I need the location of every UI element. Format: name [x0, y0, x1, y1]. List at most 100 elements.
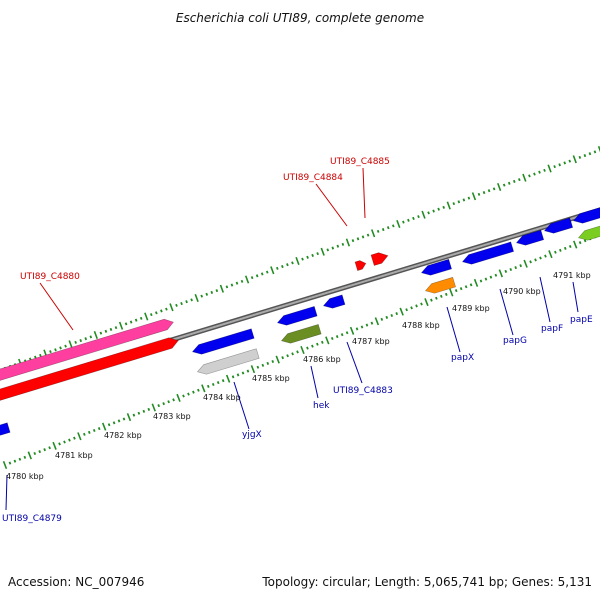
- minor-tick: [74, 340, 77, 344]
- scale-label: 4789 kbp: [452, 304, 490, 313]
- gene-hek-blue[interactable]: [276, 306, 318, 327]
- minor-tick: [175, 303, 178, 307]
- minor-tick: [260, 272, 264, 276]
- minor-tick: [205, 292, 209, 296]
- minor-tick: [558, 163, 561, 167]
- gene-UTI89_C4880-pink[interactable]: [0, 317, 175, 383]
- gene-hek-olive[interactable]: [280, 324, 322, 345]
- gene-papE[interactable]: [543, 217, 574, 236]
- gene-UTI89_C4884[interactable]: [354, 259, 367, 271]
- major-tick: [446, 201, 451, 210]
- minor-tick: [182, 394, 185, 398]
- minor-tick: [221, 379, 225, 383]
- minor-tick: [477, 192, 481, 196]
- gene-label-UTI89_C4884[interactable]: UTI89_C4884: [283, 173, 343, 183]
- gene-label-papF[interactable]: papF: [541, 324, 563, 334]
- minor-tick: [464, 285, 468, 289]
- gene-papD-blue[interactable]: [572, 205, 600, 225]
- minor-tick: [139, 316, 143, 320]
- gene-label-papG[interactable]: papG: [503, 336, 527, 346]
- major-tick: [597, 145, 600, 153]
- gene-yjgX-grey[interactable]: [196, 348, 260, 377]
- gene-UTI89_C4880-red[interactable]: [0, 335, 180, 403]
- gene-papF[interactable]: [515, 229, 545, 247]
- gene-UTI89_C4879[interactable]: [0, 422, 11, 438]
- minor-tick: [200, 294, 204, 298]
- gene-label-UTI89_C4885[interactable]: UTI89_C4885: [330, 157, 390, 167]
- minor-tick: [134, 318, 138, 322]
- minor-tick: [568, 244, 572, 249]
- minor-tick: [529, 260, 532, 264]
- minor-tick: [504, 269, 508, 273]
- gene-papX-blue[interactable]: [420, 258, 452, 277]
- major-tick: [219, 284, 225, 293]
- gene-UTI89_C4883[interactable]: [322, 294, 346, 311]
- scale-label: 4788 kbp: [402, 321, 440, 330]
- scale-label: 4791 kbp: [553, 271, 591, 280]
- gene-papX-orange[interactable]: [424, 276, 456, 295]
- gene-label-hek[interactable]: hek: [313, 401, 330, 411]
- minor-tick: [588, 152, 592, 156]
- major-tick: [144, 312, 149, 321]
- minor-tick: [13, 459, 17, 463]
- minor-tick: [129, 320, 133, 324]
- minor-tick: [147, 407, 151, 411]
- outer-tick-track: [0, 145, 600, 372]
- minor-tick: [484, 277, 488, 281]
- minor-tick: [225, 285, 229, 289]
- gene-label-yjgX[interactable]: yjgX: [242, 430, 262, 440]
- label-leader-line: [362, 167, 366, 219]
- minor-tick: [231, 375, 235, 379]
- gene-label-papE[interactable]: papE: [570, 315, 593, 325]
- topology-label: Topology: circular; Length: 5,065,741 bp…: [261, 575, 592, 589]
- gene-label-UTI89_C4883[interactable]: UTI89_C4883: [333, 386, 393, 396]
- gene-label-UTI89_C4880[interactable]: UTI89_C4880: [20, 272, 80, 282]
- minor-tick: [250, 276, 254, 280]
- minor-tick: [92, 428, 96, 433]
- major-tick: [320, 247, 325, 256]
- minor-tick: [492, 187, 496, 191]
- major-tick: [547, 164, 552, 173]
- gene-UTI89_C4885[interactable]: [370, 250, 390, 266]
- minor-tick: [296, 350, 299, 354]
- minor-tick: [578, 241, 582, 245]
- gene-papG[interactable]: [461, 241, 515, 267]
- minor-tick: [543, 168, 546, 172]
- minor-tick: [190, 298, 193, 302]
- minor-tick: [230, 283, 234, 287]
- label-leader-line: [539, 276, 551, 323]
- minor-tick: [391, 224, 395, 228]
- gene-label-papX[interactable]: papX: [451, 353, 474, 363]
- minor-tick: [326, 248, 330, 252]
- label-leader-line: [346, 341, 363, 384]
- minor-tick: [407, 218, 410, 222]
- minor-tick: [165, 307, 168, 311]
- minor-tick: [402, 220, 405, 224]
- minor-tick: [442, 205, 446, 209]
- minor-tick: [568, 159, 572, 163]
- label-leaders: [5, 167, 579, 511]
- minor-tick: [507, 181, 511, 185]
- gene-yjgX-blue[interactable]: [191, 328, 255, 357]
- minor-tick: [502, 183, 506, 187]
- minor-tick: [553, 165, 556, 169]
- major-tick: [325, 336, 330, 345]
- minor-tick: [385, 315, 389, 319]
- scale-label: 4784 kbp: [203, 393, 241, 402]
- gene-papD-green[interactable]: [577, 223, 600, 242]
- label-leader-line: [310, 365, 319, 399]
- major-tick: [345, 238, 351, 247]
- minor-tick: [79, 339, 83, 343]
- minor-tick: [583, 154, 587, 158]
- minor-tick: [211, 382, 215, 387]
- map-title: Escherichia coli UTI89, complete genome: [176, 11, 424, 25]
- gene-label-UTI89_C4879[interactable]: UTI89_C4879: [2, 514, 62, 524]
- minor-tick: [420, 302, 423, 306]
- major-tick: [2, 460, 8, 470]
- minor-tick: [487, 189, 491, 193]
- major-tick: [126, 413, 132, 422]
- minor-tick: [167, 400, 170, 404]
- major-tick: [473, 278, 479, 287]
- minor-tick: [427, 211, 430, 215]
- minor-tick: [467, 196, 471, 200]
